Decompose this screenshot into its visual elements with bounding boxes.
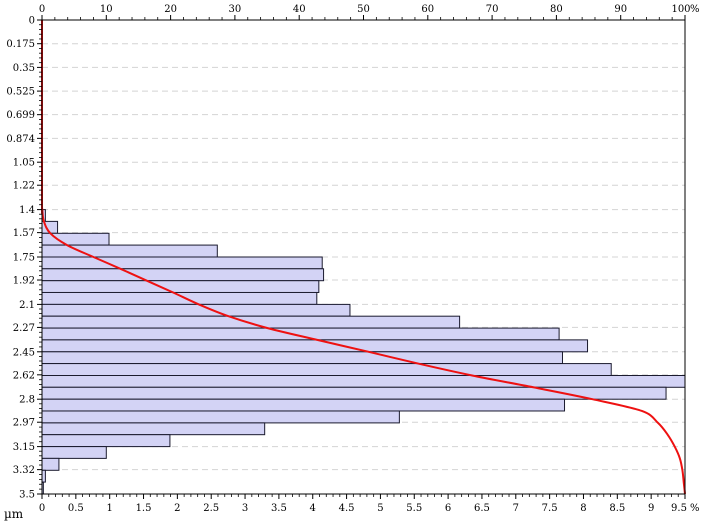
x-top-unit: % bbox=[690, 4, 700, 15]
y-tick-label: 2.1 bbox=[19, 300, 35, 311]
x-top-tick-label: 50 bbox=[357, 4, 370, 15]
x-bottom-tick-label: 7 bbox=[513, 503, 519, 514]
y-tick-label: 0.699 bbox=[6, 110, 35, 121]
x-top-tick-label: 60 bbox=[421, 4, 434, 15]
y-tick-label: 0.874 bbox=[6, 134, 35, 145]
y-tick-label: 2.97 bbox=[13, 418, 35, 429]
y-tick-label: 2.27 bbox=[13, 323, 35, 334]
x-top-tick-label: 0 bbox=[39, 4, 45, 15]
x-top-tick-label: 10 bbox=[100, 4, 113, 15]
y-tick-label: 2.62 bbox=[13, 370, 35, 381]
y-tick-label: 1.57 bbox=[13, 228, 35, 239]
y-tick-label: 0.35 bbox=[13, 63, 35, 74]
histogram-bar bbox=[41, 315, 461, 329]
x-top-tick-label: 30 bbox=[229, 4, 242, 15]
y-tick-label: 1.75 bbox=[13, 253, 35, 264]
histogram-bar bbox=[41, 268, 325, 282]
y-tick-label: 0.525 bbox=[6, 87, 35, 98]
histogram-bar bbox=[41, 291, 318, 305]
x-bottom-tick-label: 0 bbox=[39, 503, 45, 514]
x-bottom-tick-label: 0.5 bbox=[68, 503, 84, 514]
x-bottom-tick-label: 5.5 bbox=[406, 503, 422, 514]
histogram-bar bbox=[41, 386, 667, 400]
x-bottom-tick-label: 8.5 bbox=[609, 503, 625, 514]
y-tick-label: 1.4 bbox=[19, 205, 35, 216]
y-tick-label: 3.32 bbox=[13, 465, 35, 476]
x-top-tick-label: 80 bbox=[550, 4, 563, 15]
histogram-bar bbox=[41, 446, 107, 459]
x-bottom-tick-label: 4 bbox=[310, 503, 316, 514]
chart-axes bbox=[37, 15, 686, 499]
y-tick-label: 3.5 bbox=[19, 490, 35, 501]
x-bottom-tick-label: 1.5 bbox=[136, 503, 152, 514]
x-top-tick-label: 70 bbox=[486, 4, 499, 15]
y-tick-label: 1.92 bbox=[13, 276, 35, 287]
histogram-bar bbox=[41, 398, 566, 412]
y-tick-label: 2.45 bbox=[13, 347, 35, 358]
tick-labels: 00.1750.350.5250.6990.8741.051.221.41.57… bbox=[4, 4, 700, 521]
cumulative-curve-line bbox=[40, 19, 686, 495]
histogram-bar bbox=[41, 410, 400, 424]
x-top-tick-label: 40 bbox=[293, 4, 306, 15]
histogram-bar bbox=[41, 303, 351, 317]
x-top-tick-label: 100 bbox=[671, 4, 690, 15]
y-tick-label: 1.05 bbox=[13, 158, 35, 169]
histogram-bar bbox=[41, 363, 612, 376]
histogram-bar bbox=[41, 351, 563, 365]
x-bottom-tick-label: 5 bbox=[377, 503, 383, 514]
x-bottom-tick-label: 2.5 bbox=[203, 503, 219, 514]
x-bottom-tick-label: 6 bbox=[445, 503, 451, 514]
histogram-bar bbox=[41, 339, 589, 353]
histogram-bar bbox=[41, 469, 46, 483]
y-tick-label: 1.22 bbox=[13, 181, 35, 192]
x-bottom-tick-label: 6.5 bbox=[474, 503, 490, 514]
histogram-bar bbox=[41, 422, 266, 436]
x-bottom-tick-label: 9 bbox=[648, 503, 654, 514]
x-bottom-tick-label: 8 bbox=[580, 503, 586, 514]
y-tick-label: 0.175 bbox=[6, 39, 35, 50]
x-bottom-tick-label: 9.5 bbox=[671, 503, 687, 514]
x-bottom-tick-label: 1 bbox=[106, 503, 112, 514]
y-tick-label: 0 bbox=[29, 16, 35, 27]
cumulative-curve bbox=[40, 19, 686, 495]
x-bottom-tick-label: 2 bbox=[174, 503, 180, 514]
x-bottom-tick-label: 7.5 bbox=[542, 503, 558, 514]
x-top-tick-label: 20 bbox=[164, 4, 177, 15]
histogram-bar bbox=[41, 327, 560, 341]
x-top-tick-label: 90 bbox=[614, 4, 627, 15]
x-bottom-unit: % bbox=[690, 503, 700, 514]
histogram-bar bbox=[41, 457, 60, 471]
histogram-bar bbox=[41, 280, 320, 293]
x-bottom-tick-label: 4.5 bbox=[339, 503, 355, 514]
histogram-bar bbox=[41, 244, 218, 258]
x-bottom-tick-label: 3.5 bbox=[271, 503, 287, 514]
x-bottom-tick-label: 3 bbox=[242, 503, 248, 514]
y-axis-unit: µm bbox=[4, 507, 24, 521]
histogram-bar bbox=[41, 434, 171, 448]
histogram-bars bbox=[41, 209, 686, 495]
histogram-bar bbox=[41, 375, 686, 388]
histogram-bar bbox=[41, 256, 323, 270]
y-tick-label: 2.8 bbox=[19, 395, 35, 406]
y-tick-label: 3.15 bbox=[13, 442, 35, 453]
